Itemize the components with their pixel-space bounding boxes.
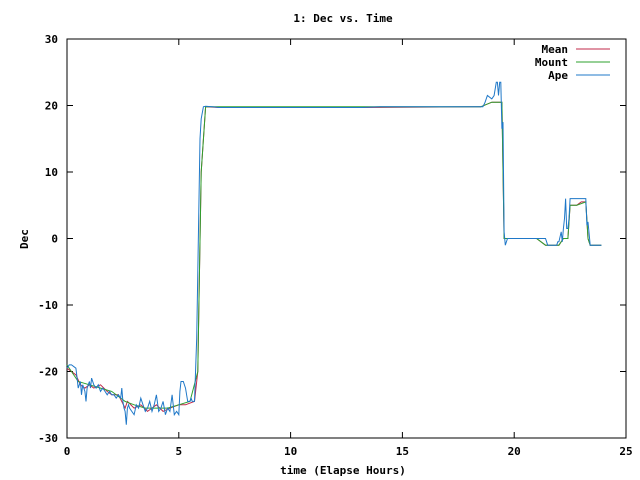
series-lines [66,81,602,425]
x-tick-label: 25 [619,445,632,458]
y-tick-label: 0 [51,233,58,246]
y-tick-label: 30 [45,33,58,46]
legend-label-ape: Ape [548,69,568,82]
series-line-ape [66,81,602,425]
y-tick-label: 20 [45,100,58,113]
x-tick-label: 10 [284,445,297,458]
y-tick-label: -20 [38,366,58,379]
x-tick-label: 20 [508,445,521,458]
legend-label-mount: Mount [535,56,568,69]
chart-title: 1: Dec vs. Time [293,12,393,25]
x-tick-label: 15 [396,445,409,458]
axis-ticks: 0 5 10 15 20 25 -30 -20 -10 0 10 20 30 [38,33,633,458]
y-tick-label: 10 [45,166,58,179]
y-tick-label: -10 [38,299,58,312]
legend-label-mean: Mean [542,43,569,56]
x-tick-label: 0 [64,445,71,458]
x-axis-label: time (Elapse Hours) [280,464,406,477]
y-axis-label: Dec [18,229,31,249]
x-tick-label: 5 [175,445,182,458]
y-tick-label: -30 [38,432,58,445]
series-line-mean [66,101,602,413]
series-line-mount [66,101,602,409]
